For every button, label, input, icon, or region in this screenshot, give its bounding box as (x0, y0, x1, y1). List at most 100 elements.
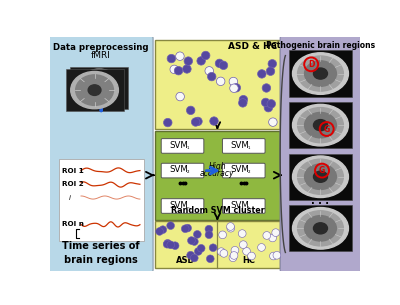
Circle shape (261, 98, 270, 107)
Circle shape (264, 103, 273, 112)
FancyBboxPatch shape (155, 221, 280, 268)
Text: Random SVM cluster: Random SVM cluster (170, 206, 264, 215)
Text: SVM: SVM (169, 201, 188, 210)
Text: fMRI: fMRI (91, 51, 111, 60)
Circle shape (238, 230, 246, 237)
Text: G: G (319, 166, 325, 175)
Circle shape (217, 248, 225, 256)
Circle shape (269, 234, 276, 242)
Circle shape (262, 84, 271, 92)
Ellipse shape (80, 73, 118, 103)
FancyBboxPatch shape (58, 159, 144, 242)
Circle shape (194, 117, 202, 126)
Circle shape (164, 239, 172, 247)
Circle shape (170, 65, 178, 74)
Circle shape (258, 70, 266, 78)
FancyBboxPatch shape (289, 102, 352, 148)
Text: ₁: ₁ (248, 145, 250, 149)
Circle shape (267, 100, 276, 108)
Circle shape (167, 241, 174, 249)
Circle shape (184, 57, 192, 65)
Circle shape (230, 84, 238, 92)
Text: ₂: ₂ (248, 169, 250, 174)
Text: G: G (324, 124, 330, 134)
Circle shape (190, 238, 198, 246)
Ellipse shape (304, 113, 336, 138)
Circle shape (209, 244, 217, 252)
Circle shape (197, 57, 206, 65)
Circle shape (272, 229, 280, 236)
Ellipse shape (292, 104, 348, 146)
FancyBboxPatch shape (161, 139, 204, 153)
Ellipse shape (292, 156, 348, 198)
Ellipse shape (298, 211, 343, 246)
FancyBboxPatch shape (289, 50, 352, 97)
Circle shape (205, 66, 214, 75)
Text: ROI 1: ROI 1 (62, 167, 84, 174)
Text: accuracy: accuracy (200, 169, 235, 178)
Circle shape (243, 247, 250, 255)
Text: ASD: ASD (176, 256, 196, 265)
Text: Data preprocessing: Data preprocessing (54, 43, 149, 52)
Ellipse shape (298, 108, 343, 143)
FancyBboxPatch shape (161, 163, 204, 178)
FancyBboxPatch shape (289, 154, 352, 200)
Ellipse shape (314, 223, 328, 234)
Circle shape (184, 224, 192, 232)
Text: D: D (308, 60, 314, 69)
Ellipse shape (304, 216, 336, 241)
Circle shape (238, 99, 247, 107)
Ellipse shape (292, 53, 348, 94)
Circle shape (205, 231, 213, 239)
Circle shape (239, 241, 247, 249)
Ellipse shape (76, 75, 114, 105)
Circle shape (197, 244, 205, 252)
Text: SVM: SVM (169, 141, 188, 150)
Text: ROI n: ROI n (62, 221, 84, 228)
Circle shape (215, 59, 224, 68)
Ellipse shape (298, 159, 343, 194)
Circle shape (194, 231, 201, 238)
Circle shape (231, 246, 239, 254)
Circle shape (156, 228, 164, 235)
Text: ₂: ₂ (186, 169, 189, 174)
Text: ASD & HC: ASD & HC (228, 42, 277, 51)
Ellipse shape (304, 164, 336, 189)
Text: Time series of
brain regions: Time series of brain regions (62, 241, 140, 264)
FancyBboxPatch shape (49, 36, 153, 272)
Circle shape (159, 226, 167, 234)
Circle shape (263, 231, 271, 239)
Text: ₖ: ₖ (248, 205, 250, 210)
Ellipse shape (88, 85, 101, 95)
Circle shape (202, 51, 210, 60)
Ellipse shape (292, 207, 348, 249)
Ellipse shape (93, 83, 106, 93)
FancyBboxPatch shape (155, 131, 280, 220)
FancyBboxPatch shape (70, 66, 128, 109)
FancyBboxPatch shape (280, 36, 361, 272)
Circle shape (266, 67, 275, 75)
Circle shape (216, 77, 225, 86)
Circle shape (227, 223, 234, 230)
Circle shape (164, 118, 172, 127)
Text: ₁: ₁ (186, 145, 189, 149)
Circle shape (219, 61, 228, 70)
Circle shape (230, 252, 238, 259)
Circle shape (187, 251, 194, 259)
Ellipse shape (314, 68, 328, 79)
Circle shape (268, 59, 276, 68)
Text: High: High (208, 162, 226, 171)
Circle shape (181, 225, 189, 233)
Circle shape (194, 248, 202, 255)
Circle shape (258, 244, 265, 251)
Circle shape (167, 54, 176, 63)
Circle shape (229, 254, 237, 262)
Circle shape (227, 224, 235, 232)
Circle shape (270, 252, 277, 260)
Circle shape (219, 231, 226, 239)
Ellipse shape (304, 61, 336, 86)
Text: SVM: SVM (230, 141, 249, 150)
Circle shape (190, 254, 198, 262)
Circle shape (176, 92, 184, 101)
Text: . . .: . . . (312, 196, 330, 206)
